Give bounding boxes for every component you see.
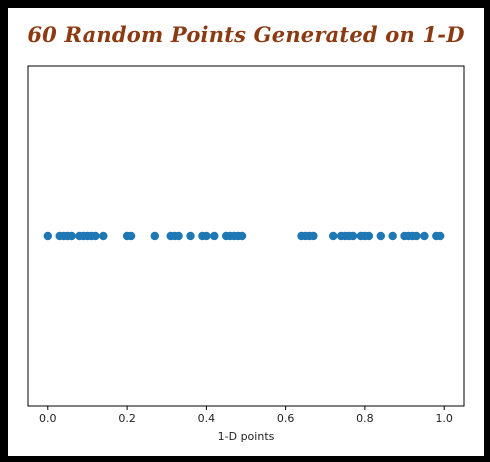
x-tick-label: 0.8 bbox=[356, 412, 374, 425]
data-point bbox=[99, 231, 108, 241]
data-point bbox=[150, 231, 159, 241]
x-tick-label: 0.6 bbox=[277, 412, 295, 425]
data-point bbox=[126, 231, 136, 241]
data-point bbox=[174, 231, 183, 241]
data-point bbox=[67, 231, 76, 241]
data-point bbox=[412, 231, 421, 241]
data-point bbox=[329, 231, 338, 241]
data-point bbox=[376, 231, 385, 241]
x-tick-label: 0.0 bbox=[39, 412, 57, 425]
data-point bbox=[388, 231, 397, 241]
data-point bbox=[210, 231, 219, 241]
data-point bbox=[364, 231, 374, 241]
data-point bbox=[420, 231, 429, 241]
data-point bbox=[186, 231, 195, 241]
data-point bbox=[43, 231, 52, 241]
data-point bbox=[348, 231, 358, 241]
x-axis-label: 1-D points bbox=[218, 430, 275, 443]
points-layer bbox=[43, 231, 445, 241]
data-point bbox=[237, 231, 247, 241]
x-tick-label: 0.4 bbox=[198, 412, 216, 425]
x-tick-label: 0.2 bbox=[118, 412, 136, 425]
data-point bbox=[436, 231, 445, 241]
data-point bbox=[91, 231, 100, 241]
x-axis-ticks: 0.0 0.2 0.4 0.6 0.8 1.0 bbox=[39, 406, 453, 425]
data-point bbox=[309, 231, 318, 241]
x-tick-label: 1.0 bbox=[435, 412, 453, 425]
chart-title: 60 Random Points Generated on 1-D bbox=[27, 22, 465, 47]
data-point bbox=[202, 231, 211, 241]
